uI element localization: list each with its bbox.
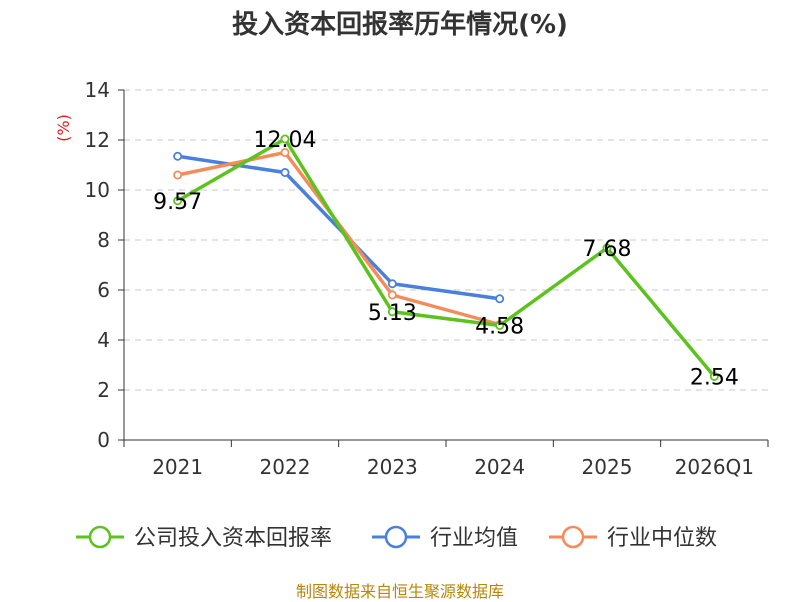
data-point — [495, 294, 505, 304]
data-point — [495, 320, 505, 330]
legend-marker — [88, 525, 112, 549]
data-point — [709, 371, 719, 381]
data-label: 2.54 — [690, 366, 739, 391]
x-tick-label: 2026Q1 — [675, 455, 754, 479]
data-point — [280, 147, 290, 157]
data-label: 4.58 — [475, 315, 524, 340]
y-tick-label: 2 — [97, 378, 110, 402]
data-point — [387, 290, 397, 300]
legend-marker — [561, 525, 585, 549]
y-tick-label: 6 — [97, 278, 110, 302]
x-tick-label: 2024 — [474, 455, 525, 479]
legend-label: 行业均值 — [430, 526, 518, 551]
y-tick-label: 14 — [85, 78, 110, 102]
x-tick-label: 2022 — [260, 455, 311, 479]
x-tick-label: 2021 — [152, 455, 203, 479]
series-line — [175, 137, 717, 379]
y-tick-label: 0 — [97, 428, 110, 452]
y-tick-label: 10 — [85, 178, 110, 202]
data-point — [173, 196, 183, 206]
legend-marker — [384, 525, 408, 549]
data-point — [602, 243, 612, 253]
data-label: 7.68 — [583, 237, 632, 262]
legend-label: 行业中位数 — [607, 526, 717, 551]
y-tick-label: 4 — [97, 328, 110, 352]
data-label-layer: 9.57 12.04 5.13 4.58 7.68 2.54 — [153, 128, 739, 391]
data-label: 5.13 — [368, 301, 417, 326]
legend: 公司投入资本回报率 行业均值 行业中位数 — [76, 525, 717, 551]
legend-label: 公司投入资本回报率 — [134, 526, 332, 551]
data-point — [387, 307, 397, 317]
x-tick-label: 2025 — [582, 455, 633, 479]
data-point — [173, 170, 183, 180]
series-layer — [173, 134, 719, 381]
series-line — [175, 150, 502, 327]
data-point — [280, 167, 290, 177]
y-axis-label: (%) — [54, 114, 73, 142]
chart-title: 投入资本回报率历年情况(%) — [232, 10, 568, 40]
data-label: 12.04 — [254, 128, 317, 153]
data-point — [387, 279, 397, 289]
data-point — [280, 134, 290, 144]
data-label: 9.57 — [153, 190, 202, 215]
axis-layer: 0 2 4 6 8 10 12 14 2021 2022 2023 2024 2025 2026Q1 (%) — [54, 78, 769, 479]
footer-source: 制图数据来自恒生聚源数据库 — [295, 582, 504, 601]
grid-layer — [124, 89, 768, 391]
data-point — [173, 151, 183, 161]
x-tick-label: 2023 — [367, 455, 418, 479]
y-tick-label: 8 — [97, 228, 110, 252]
y-tick-label: 12 — [85, 128, 110, 152]
